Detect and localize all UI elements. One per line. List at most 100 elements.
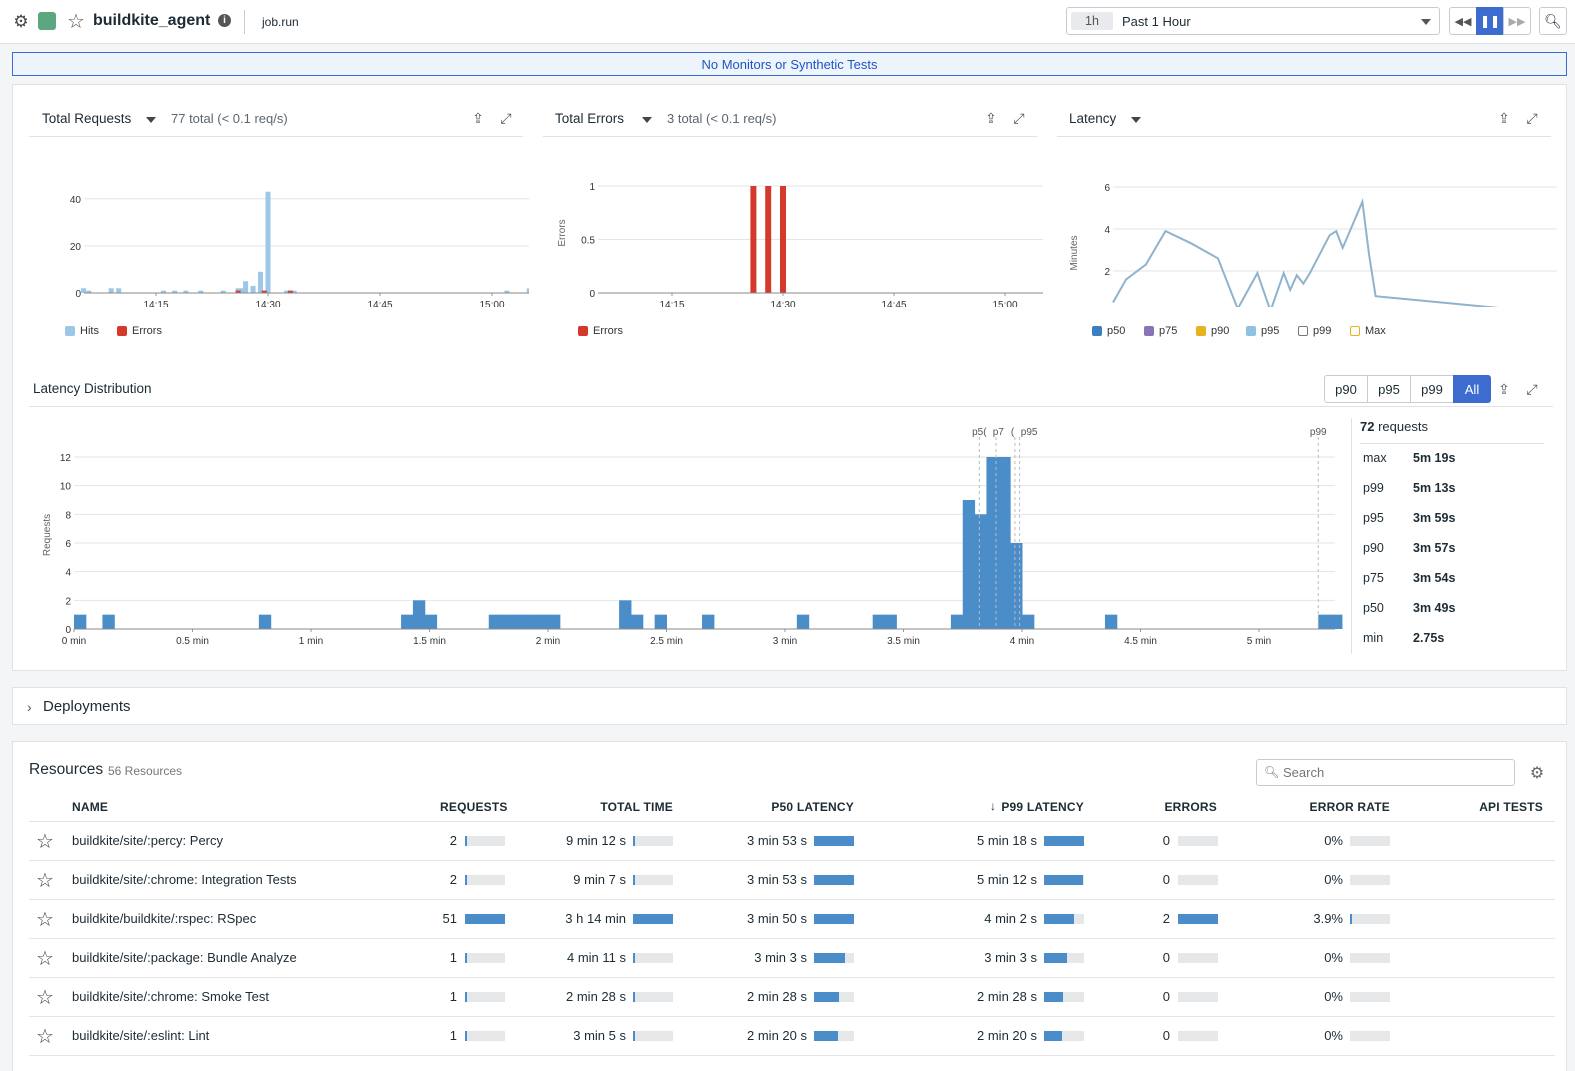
monitors-banner[interactable]: No Monitors or Synthetic Tests — [12, 52, 1567, 76]
x-tick-label: 14:45 — [881, 300, 906, 307]
p99-value: 2 min 20 s — [977, 1028, 1037, 1043]
filter-all-button[interactable]: All — [1453, 375, 1491, 403]
star-icon[interactable]: ☆ — [36, 870, 54, 892]
stat-p50: p50 3m 49s — [1363, 601, 1455, 615]
search-button[interactable]: 🔍︎ — [1539, 7, 1567, 35]
error-rate-bar — [1350, 992, 1390, 1002]
expand-icon[interactable]: ⤢ — [1013, 109, 1025, 126]
table-row[interactable]: ☆ buildkite/site/:chrome: Integration Tes… — [29, 861, 1555, 900]
errors-chart[interactable]: 0 0.5 1 Errors 14:15 14:30 14:45 15:00 — [543, 167, 1043, 307]
total-time-bar-fill — [633, 875, 635, 885]
export-icon[interactable]: ⇪ — [472, 109, 484, 126]
legend-label: Max — [1365, 325, 1386, 337]
x-tick-label: 0 min — [62, 636, 86, 647]
expand-icon[interactable]: ⤢ — [1526, 109, 1538, 126]
hits-bar — [291, 290, 297, 293]
x-tick-label: 15:00 — [992, 300, 1017, 307]
latency-widget-title[interactable]: Latency — [1069, 111, 1117, 126]
total-time-value: 2 min 28 s — [566, 989, 626, 1004]
expand-icon[interactable]: ⤢ — [1526, 380, 1538, 397]
resource-name[interactable]: buildkite/buildkite/:rspec: RSpec — [72, 911, 257, 926]
resources-search[interactable]: 🔍︎ — [1256, 759, 1515, 786]
distribution-bar — [796, 614, 810, 629]
latency-distribution-chart[interactable]: 0 2 4 6 8 10 12 Requests 0 min 0.5 min 1 min 1.5 mi… — [29, 415, 1349, 655]
export-icon[interactable]: ⇪ — [1498, 109, 1510, 126]
star-icon[interactable]: ☆ — [36, 987, 54, 1009]
y-tick-label: 0 — [65, 625, 71, 636]
p99-bar — [1044, 953, 1084, 963]
export-icon[interactable]: ⇪ — [1498, 380, 1510, 397]
x-tick-label: 14:30 — [255, 300, 280, 307]
legend-p75[interactable]: p75 — [1144, 325, 1177, 337]
resource-name[interactable]: buildkite/site/:chrome: Smoke Test — [72, 989, 270, 1004]
column-error-rate[interactable]: ERROR RATE — [1309, 800, 1390, 814]
sort-arrow-down-icon[interactable]: ↓ — [990, 799, 996, 813]
star-icon[interactable]: ☆ — [36, 909, 54, 931]
pause-button[interactable]: ❚❚ — [1476, 7, 1504, 35]
filter-p90-button[interactable]: p90 — [1324, 375, 1368, 403]
hits-bar — [220, 290, 226, 293]
filter-p99-button[interactable]: p99 — [1410, 375, 1454, 403]
services-gear-icon[interactable]: ⚙ — [13, 12, 29, 31]
filter-p95-button[interactable]: p95 — [1367, 375, 1411, 403]
legend-p99[interactable]: p99 — [1298, 325, 1331, 337]
table-row[interactable]: ☆ buildkite/site/:percy: Percy 2 9 min 12 s… — [29, 822, 1555, 861]
export-icon[interactable]: ⇪ — [985, 109, 997, 126]
stat-key: p75 — [1363, 571, 1384, 585]
y-tick-label: 2 — [1104, 267, 1110, 278]
table-row[interactable]: ☆ buildkite/site/:package: Bundle Analyze… — [29, 939, 1555, 978]
stat-value: 2.75s — [1413, 631, 1445, 645]
errors-widget-title[interactable]: Total Errors — [555, 111, 625, 126]
legend-hits[interactable]: Hits — [65, 325, 99, 337]
column-p99-latency[interactable]: P99 LATENCY — [1001, 800, 1084, 814]
legend-p95[interactable]: p95 — [1246, 325, 1279, 337]
chevron-down-icon[interactable] — [146, 117, 156, 123]
column-total-time[interactable]: TOTAL TIME — [600, 800, 673, 814]
resource-name[interactable]: buildkite/site/:package: Bundle Analyze — [72, 950, 297, 965]
column-api-tests[interactable]: API TESTS — [1479, 800, 1543, 814]
star-icon[interactable]: ☆ — [36, 831, 54, 853]
column-name[interactable]: NAME — [72, 800, 109, 814]
requests-chart[interactable]: 0 20 40 14:15 14:30 14:45 15:00 — [29, 167, 529, 307]
legend-p50[interactable]: p50 — [1092, 325, 1125, 337]
distribution-bar — [488, 614, 502, 629]
column-requests[interactable]: REQUESTS — [440, 800, 508, 814]
hits-bar — [526, 288, 529, 293]
total-time-value: 4 min 11 s — [566, 950, 626, 965]
expand-icon[interactable]: ⤢ — [500, 109, 512, 126]
table-row[interactable]: ☆ buildkite/buildkite/:rspec: RSpec 51 3 h … — [29, 900, 1555, 939]
resource-name[interactable]: buildkite/site/:percy: Percy — [72, 833, 224, 848]
gear-icon[interactable]: ⚙ — [1529, 765, 1545, 782]
requests-count: 72 requests — [1360, 419, 1428, 434]
table-row[interactable]: ☆ buildkite/site/:chrome: Smoke Test 1 2 mi… — [29, 978, 1555, 1017]
legend-errors[interactable]: Errors — [578, 325, 623, 337]
column-errors[interactable]: ERRORS — [1164, 800, 1217, 814]
column-p50-latency[interactable]: P50 LATENCY — [771, 800, 854, 814]
star-icon[interactable]: ☆ — [36, 1026, 54, 1048]
requests-bar-fill — [465, 953, 467, 963]
step-forward-button[interactable]: ▶▶ — [1503, 7, 1531, 35]
legend-errors[interactable]: Errors — [117, 325, 162, 337]
step-back-button[interactable]: ◀◀ — [1449, 7, 1477, 35]
chevron-down-icon[interactable] — [1131, 117, 1141, 123]
stat-p90: p90 3m 57s — [1363, 541, 1455, 555]
time-range-select[interactable]: 1h Past 1 Hour — [1066, 7, 1440, 35]
legend-p90[interactable]: p90 — [1196, 325, 1229, 337]
deployments-section[interactable]: › Deployments — [12, 687, 1567, 725]
resource-name[interactable]: buildkite/site/:eslint: Lint — [72, 1028, 210, 1043]
p50-bar-fill — [814, 914, 854, 924]
time-range-label: Past 1 Hour — [1122, 14, 1191, 29]
hits-bar — [258, 271, 264, 293]
resource-name[interactable]: buildkite/site/:chrome: Integration Test… — [72, 872, 297, 887]
distribution-bar — [412, 600, 426, 629]
star-icon[interactable]: ☆ — [36, 948, 54, 970]
requests-widget-title[interactable]: Total Requests — [42, 111, 132, 126]
star-icon[interactable]: ☆ — [67, 10, 85, 33]
search-input[interactable] — [1283, 763, 1503, 782]
legend-max[interactable]: Max — [1350, 325, 1386, 337]
table-row[interactable]: ☆ buildkite/site/:eslint: Lint 1 3 min 5 s 2… — [29, 1017, 1555, 1056]
chevron-down-icon[interactable] — [642, 117, 652, 123]
info-icon[interactable]: i — [218, 14, 231, 27]
chevron-right-icon[interactable]: › — [27, 699, 32, 715]
